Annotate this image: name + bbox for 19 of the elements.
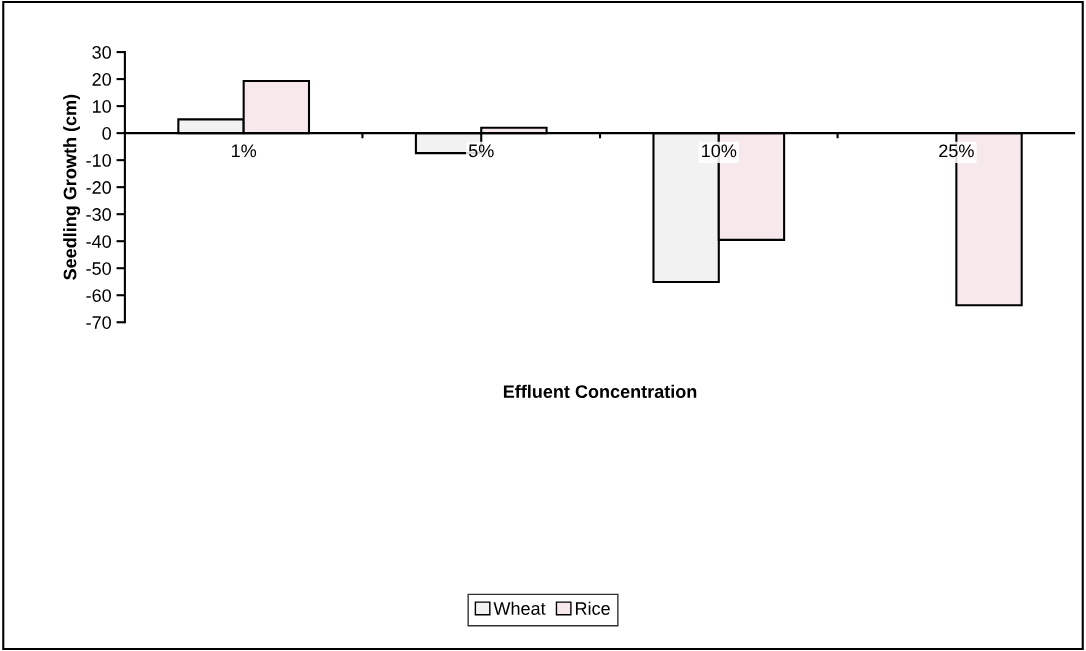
y-tick-label: -50 bbox=[86, 262, 111, 275]
y-tick-label: 10 bbox=[92, 100, 111, 113]
x-tick-label: 1% bbox=[232, 144, 257, 158]
legend-label: Wheat bbox=[493, 601, 546, 615]
y-tick-label: 30 bbox=[92, 46, 111, 59]
legend-label: Rice bbox=[575, 601, 610, 615]
y-axis-title: Seedling Growth (cm) bbox=[63, 94, 81, 280]
x-tick-label: 25% bbox=[939, 144, 974, 158]
y-tick-label: 0 bbox=[102, 127, 111, 140]
y-tick-label: -60 bbox=[86, 289, 111, 302]
x-tick-label: 5% bbox=[468, 144, 494, 158]
y-tick-label: -40 bbox=[86, 235, 111, 248]
x-axis-title: Effluent Concentration bbox=[503, 384, 697, 399]
x-tick-label: 10% bbox=[702, 144, 737, 158]
y-tick-label: -10 bbox=[86, 154, 111, 167]
y-tick-label: -20 bbox=[86, 181, 111, 194]
y-tick-label: -70 bbox=[86, 316, 111, 329]
y-tick-label: 20 bbox=[92, 73, 111, 86]
y-tick-label: -30 bbox=[86, 208, 111, 221]
